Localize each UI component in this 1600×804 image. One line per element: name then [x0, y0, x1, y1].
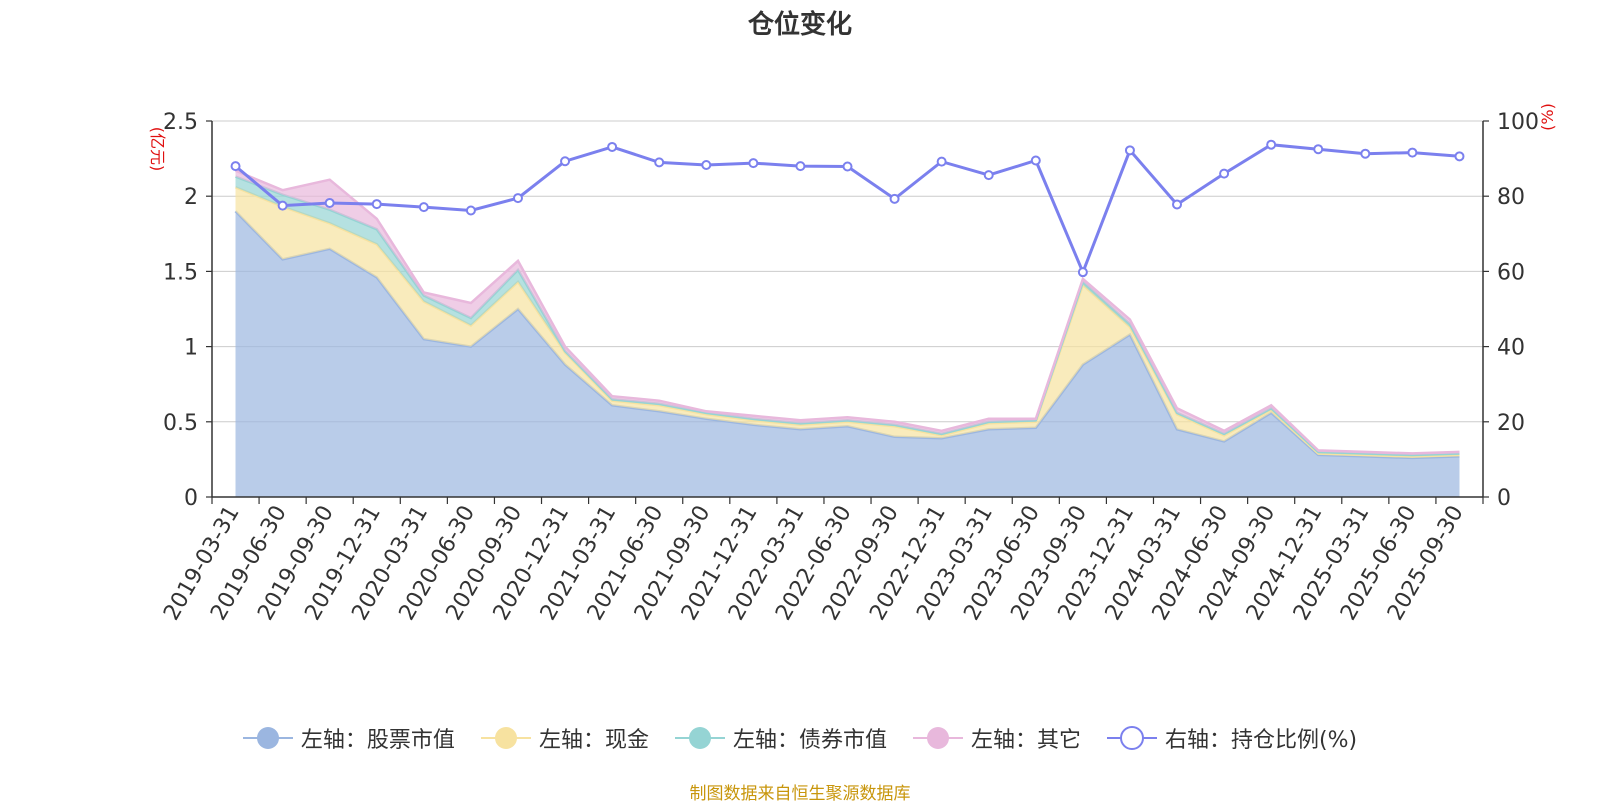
chart-title: 仓位变化 — [747, 10, 852, 40]
legend-label: 左轴：现金 — [538, 728, 649, 753]
ratio-point — [465, 205, 476, 216]
axes — [206, 120, 1489, 504]
legend-item[interactable]: 左轴：现金 — [480, 722, 649, 754]
legend: 左轴：股票市值 左轴：现金 左轴：债券市值 左轴：其它 右轴：持仓比例(%) — [0, 722, 1600, 754]
ratio-point — [371, 199, 382, 210]
ratio-point — [1454, 151, 1465, 162]
legend-label: 左轴：股票市值 — [300, 728, 455, 753]
ratio-point — [842, 161, 853, 172]
legend-item[interactable]: 左轴：股票市值 — [242, 722, 455, 754]
ratio-point — [607, 141, 618, 152]
left-tick-label: 0.5 — [163, 411, 198, 436]
ratio-point — [1313, 144, 1324, 155]
ratio-point — [1077, 267, 1088, 278]
legend-item[interactable]: 左轴：其它 — [912, 722, 1081, 754]
left-tick-label: 1 — [184, 336, 198, 361]
legend-symbol-icon — [242, 727, 293, 749]
ratio-point — [748, 158, 759, 169]
legend-label: 左轴：债券市值 — [732, 728, 887, 753]
right-tick-label: 0 — [1497, 486, 1511, 511]
right-tick-label: 20 — [1497, 411, 1525, 436]
legend-symbol-icon — [480, 727, 531, 749]
source-note: 制图数据来自恒生聚源数据库 — [689, 784, 911, 804]
ratio-point — [230, 161, 241, 172]
ratio-point — [654, 157, 665, 168]
left-tick-label: 0 — [184, 486, 198, 511]
legend-item[interactable]: 右轴：持仓比例(%) — [1106, 722, 1358, 754]
area-fill — [235, 211, 1460, 497]
legend-symbol-icon — [1106, 726, 1157, 750]
ratio-point — [512, 193, 523, 204]
left-tick-label: 2.5 — [163, 110, 198, 135]
right-tick-label: 80 — [1497, 185, 1525, 210]
legend-label: 右轴：持仓比例(%) — [1164, 728, 1358, 753]
right-axis-label: (%) — [1538, 103, 1557, 131]
legend-label: 左轴：其它 — [970, 728, 1081, 753]
left-axis-label: (亿元) — [148, 127, 167, 172]
ratio-point — [701, 159, 712, 170]
right-tick-label: 100 — [1497, 110, 1539, 135]
ratio-point — [1266, 139, 1277, 150]
right-tick-label: 40 — [1497, 336, 1525, 361]
ratio-point — [936, 156, 947, 167]
area-fill — [235, 176, 1460, 457]
ratio-point — [1124, 145, 1135, 156]
chart-canvas: 00.511.522.5020406080100(亿元)(%)2019-03-3… — [148, 103, 1557, 625]
ratio-point — [1030, 155, 1041, 166]
right-tick-label: 60 — [1497, 260, 1525, 285]
legend-item[interactable]: 左轴：债券市值 — [674, 722, 887, 754]
ratio-point — [418, 202, 429, 213]
area-fill — [235, 187, 1460, 458]
legend-symbol-icon — [674, 727, 725, 749]
ratio-point — [1360, 148, 1371, 159]
area-edge-line — [235, 169, 1460, 455]
ratio-point — [983, 170, 994, 181]
ratio-point — [1219, 168, 1230, 179]
left-tick-label: 2 — [184, 185, 198, 210]
ratio-point — [795, 161, 806, 172]
ratio-point — [560, 156, 571, 167]
ratio-point — [889, 193, 900, 204]
area-series — [234, 169, 1460, 497]
legend-symbol-icon — [912, 727, 963, 749]
ratio-point — [1407, 147, 1418, 158]
ratio-point — [1172, 199, 1183, 210]
line-series — [230, 139, 1465, 278]
ratio-point — [324, 197, 335, 208]
ratio-point — [277, 200, 288, 211]
left-tick-label: 1.5 — [163, 260, 198, 285]
